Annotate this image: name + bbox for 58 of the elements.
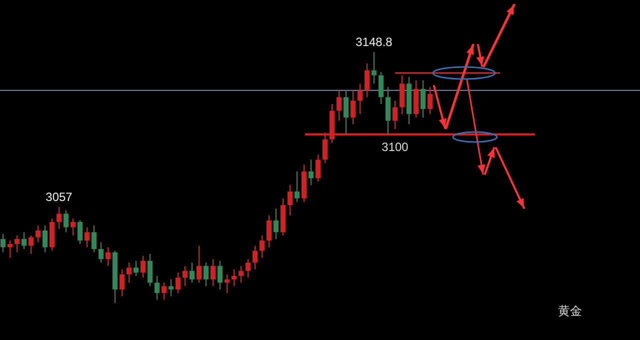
candlestick bbox=[288, 184, 292, 216]
candlestick bbox=[428, 86, 432, 114]
candlestick bbox=[294, 170, 300, 202]
candlestick bbox=[8, 240, 12, 258]
candlestick bbox=[232, 268, 236, 287]
candlestick bbox=[392, 100, 398, 130]
candlestick bbox=[176, 272, 180, 294]
candlestick bbox=[266, 214, 272, 248]
candlestick bbox=[218, 260, 222, 290]
candlestick bbox=[36, 224, 40, 243]
text: 3148.8 bbox=[356, 35, 392, 49]
candlestick bbox=[386, 86, 390, 135]
candlestick bbox=[224, 274, 230, 294]
candlestick bbox=[400, 74, 404, 114]
candlestick bbox=[28, 234, 34, 255]
candlestick bbox=[92, 224, 96, 253]
candlestick bbox=[56, 206, 62, 230]
candlestick bbox=[308, 159, 314, 186]
text: 黄金 bbox=[558, 304, 582, 318]
candlestick bbox=[134, 260, 138, 276]
candlestick bbox=[126, 262, 132, 284]
candlestick bbox=[316, 154, 320, 182]
candlestick bbox=[106, 246, 110, 266]
candlestick bbox=[372, 52, 376, 84]
candlestick bbox=[22, 232, 26, 250]
candlestick bbox=[120, 268, 124, 297]
candlestick bbox=[350, 90, 356, 125]
candlestick bbox=[336, 90, 342, 122]
candlestick bbox=[162, 282, 166, 300]
candlestick bbox=[70, 218, 76, 236]
annotation: 3100 bbox=[382, 140, 409, 154]
candlestick bbox=[378, 71, 384, 104]
candlestick bbox=[78, 220, 82, 245]
candlestick bbox=[84, 226, 90, 248]
candlestick bbox=[420, 80, 426, 118]
candlestick bbox=[154, 275, 160, 300]
candlestick bbox=[274, 208, 278, 240]
candlestick bbox=[252, 245, 258, 270]
candlestick bbox=[238, 265, 244, 284]
candlestick bbox=[260, 234, 264, 258]
candlestick bbox=[190, 262, 194, 284]
candlestick bbox=[358, 83, 362, 114]
text: 3057 bbox=[46, 190, 72, 204]
candlestick bbox=[246, 258, 250, 278]
candlestick bbox=[210, 258, 216, 287]
candlestick bbox=[168, 278, 174, 297]
candlestick bbox=[98, 242, 104, 264]
candlestick bbox=[182, 265, 188, 287]
candlestick bbox=[204, 262, 208, 287]
candlestick bbox=[364, 63, 370, 98]
candlestick bbox=[14, 234, 20, 253]
candlestick bbox=[140, 255, 146, 278]
candlestick bbox=[42, 224, 48, 253]
candlestick bbox=[196, 245, 202, 284]
candlestick bbox=[64, 210, 68, 233]
candlestick bbox=[148, 254, 152, 287]
candlestick bbox=[344, 90, 348, 135]
candlestick bbox=[0, 233, 6, 253]
